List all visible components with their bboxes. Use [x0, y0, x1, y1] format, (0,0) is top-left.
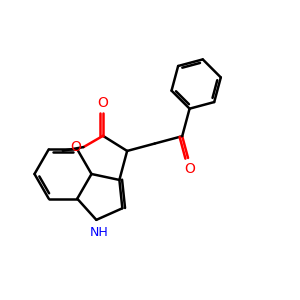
Text: O: O [98, 96, 108, 110]
Text: O: O [70, 140, 81, 154]
Text: NH: NH [90, 226, 109, 239]
Text: O: O [184, 161, 195, 176]
